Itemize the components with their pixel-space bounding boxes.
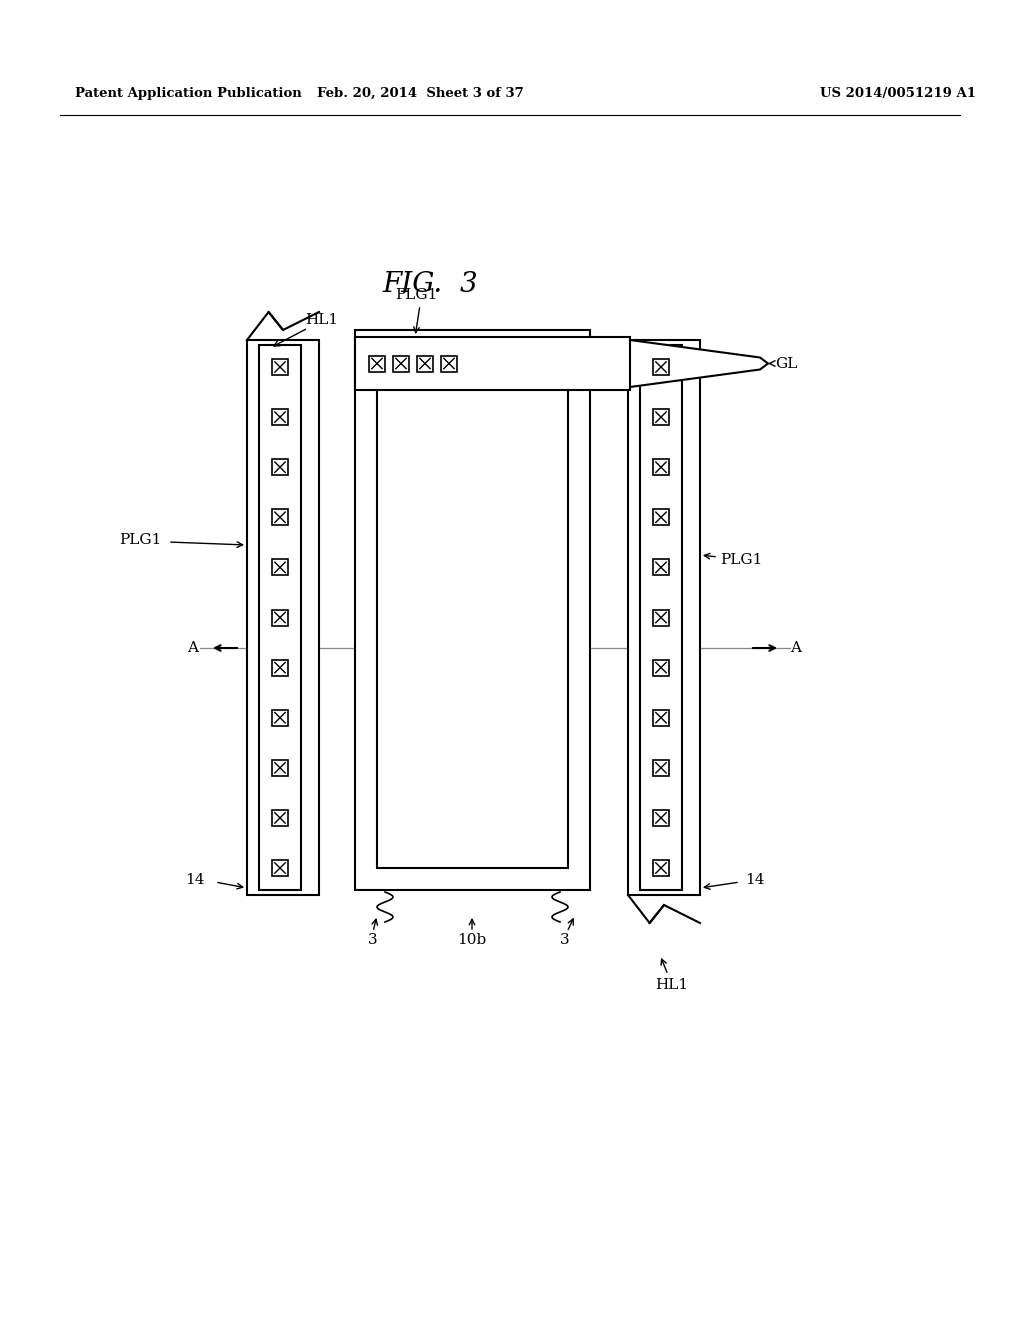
Text: 14: 14: [745, 873, 765, 887]
Bar: [272, 510, 288, 525]
Bar: [355, 330, 590, 890]
Bar: [653, 861, 669, 876]
Bar: [272, 409, 288, 425]
Bar: [272, 710, 288, 726]
Text: FIG.  3: FIG. 3: [382, 272, 478, 298]
Bar: [272, 459, 288, 475]
Text: A: A: [790, 642, 801, 655]
Bar: [369, 355, 385, 371]
Text: 3: 3: [560, 933, 569, 946]
Bar: [653, 459, 669, 475]
Bar: [377, 352, 568, 869]
Bar: [393, 355, 409, 371]
Text: Patent Application Publication: Patent Application Publication: [75, 87, 302, 99]
Text: Feb. 20, 2014  Sheet 3 of 37: Feb. 20, 2014 Sheet 3 of 37: [316, 87, 523, 99]
Bar: [259, 345, 301, 890]
Text: 3: 3: [369, 933, 378, 946]
Bar: [653, 359, 669, 375]
Bar: [272, 610, 288, 626]
Text: HL1: HL1: [655, 978, 688, 993]
Bar: [272, 660, 288, 676]
Bar: [272, 359, 288, 375]
Bar: [653, 810, 669, 826]
Bar: [417, 355, 433, 371]
Bar: [653, 760, 669, 776]
Bar: [653, 560, 669, 576]
Bar: [653, 660, 669, 676]
Bar: [653, 610, 669, 626]
Text: 14: 14: [185, 873, 205, 887]
Bar: [628, 341, 700, 895]
Bar: [247, 341, 319, 895]
Text: PLG1: PLG1: [395, 288, 437, 302]
Polygon shape: [630, 341, 768, 387]
Text: PLG1: PLG1: [720, 553, 763, 568]
Bar: [653, 510, 669, 525]
Bar: [653, 710, 669, 726]
Text: A: A: [187, 642, 198, 655]
Bar: [272, 760, 288, 776]
Text: 10b: 10b: [458, 933, 486, 946]
Bar: [272, 861, 288, 876]
Bar: [355, 337, 630, 389]
Bar: [640, 345, 682, 890]
Text: PLG1: PLG1: [120, 533, 162, 546]
Bar: [272, 810, 288, 826]
Text: HL1: HL1: [305, 313, 338, 327]
Text: US 2014/0051219 A1: US 2014/0051219 A1: [820, 87, 976, 99]
Bar: [272, 560, 288, 576]
Bar: [441, 355, 457, 371]
Text: GL: GL: [775, 356, 798, 371]
Bar: [653, 409, 669, 425]
